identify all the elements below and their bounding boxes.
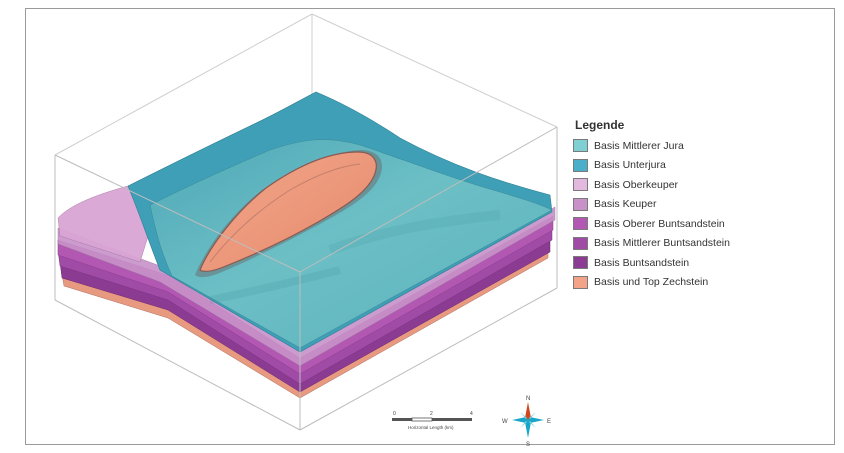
legend-label: Basis Oberkeuper xyxy=(594,178,679,191)
legend-swatch xyxy=(573,158,588,172)
legend-item: Basis Oberer Buntsandstein xyxy=(573,214,773,234)
legend-item: Basis Mittlerer Jura xyxy=(573,136,773,156)
compass-east: E xyxy=(547,419,551,425)
compass-rose-icon: N S E W xyxy=(502,396,551,448)
legend-label: Basis Mittlerer Buntsandstein xyxy=(594,237,730,250)
scale-bar-segment-2 xyxy=(411,417,433,422)
legend-items: Basis Mittlerer Jura Basis Unterjura Basis… xyxy=(573,136,773,292)
layer-oberkeuper xyxy=(57,185,151,263)
scale-tick-0: 0 xyxy=(393,411,396,417)
legend-item: Basis Buntsandstein xyxy=(573,253,773,273)
legend-swatch xyxy=(573,217,588,231)
legend-label: Basis Oberer Buntsandstein xyxy=(594,217,725,230)
legend-label: Basis Mittlerer Jura xyxy=(594,139,684,152)
scale-bar-segment-1 xyxy=(392,418,412,421)
legend-swatch xyxy=(573,275,588,289)
scale-bar-label: Horizontal Length (km) xyxy=(408,425,454,430)
legend-swatch xyxy=(573,236,588,250)
bounding-box-front xyxy=(54,126,558,431)
salt-dome xyxy=(199,151,377,272)
compass-north: N xyxy=(526,396,530,402)
compass-south: S xyxy=(526,442,530,448)
legend-item: Basis Unterjura xyxy=(573,156,773,176)
legend-label: Basis Unterjura xyxy=(594,159,666,172)
legend-swatch xyxy=(573,197,588,211)
compass-west: W xyxy=(502,419,508,425)
legend-label: Basis Buntsandstein xyxy=(594,256,690,269)
scale-tick-4: 4 xyxy=(470,411,473,417)
legend-item: Basis Oberkeuper xyxy=(573,175,773,195)
legend: Legende Basis Mittlerer Jura Basis Unterj… xyxy=(573,118,773,292)
legend-swatch xyxy=(573,178,588,192)
legend-title: Legende xyxy=(575,118,625,132)
legend-label: Basis und Top Zechstein xyxy=(594,276,709,289)
surface-shading-2 xyxy=(209,266,341,304)
legend-swatch xyxy=(573,256,588,270)
salt-dome-rim xyxy=(209,163,361,263)
surface-shading xyxy=(328,210,501,255)
legend-swatch xyxy=(573,139,588,153)
scale-tick-2: 2 xyxy=(430,411,433,417)
legend-label: Basis Keuper xyxy=(594,198,657,211)
legend-item: Basis und Top Zechstein xyxy=(573,273,773,293)
scale-bar: 0 2 4 Horizontal Length (km) xyxy=(392,411,473,430)
legend-item: Basis Mittlerer Buntsandstein xyxy=(573,234,773,254)
figure-frame xyxy=(25,8,835,445)
scale-bar-segment-3 xyxy=(432,418,472,421)
legend-item: Basis Keuper xyxy=(573,195,773,215)
